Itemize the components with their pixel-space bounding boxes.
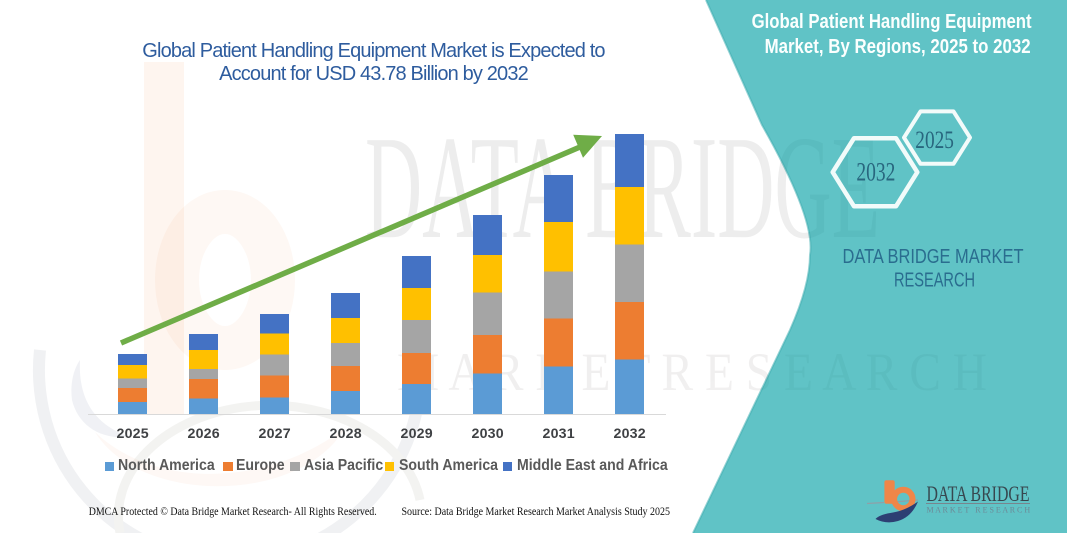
svg-text:Market, By Regions, 2025 to 20: Market, By Regions, 2025 to 2032 xyxy=(765,36,1031,58)
svg-text:DATA BRIDGE MARKET: DATA BRIDGE MARKET xyxy=(843,246,1024,268)
svg-text:RESEARCH: RESEARCH xyxy=(894,270,975,292)
svg-text:M A R K E T R E S E A R C H: M A R K E T R E S E A R C H xyxy=(397,342,987,402)
svg-text:DMCA Protected © Data Bridge M: DMCA Protected © Data Bridge Market Rese… xyxy=(89,506,377,518)
svg-text:Source: Data Bridge Market Res: Source: Data Bridge Market Research Mark… xyxy=(402,506,671,518)
svg-text:Global Patient Handling Equipm: Global Patient Handling Equipment xyxy=(752,11,1032,33)
svg-text:DATA BRIDGE: DATA BRIDGE xyxy=(365,106,880,270)
svg-text:2032: 2032 xyxy=(856,158,895,187)
svg-text:2025: 2025 xyxy=(915,127,954,154)
svg-text:M A R K E T R E S E A R C H: M A R K E T R E S E A R C H xyxy=(927,506,1031,515)
svg-text:DATA BRIDGE: DATA BRIDGE xyxy=(927,481,1030,506)
